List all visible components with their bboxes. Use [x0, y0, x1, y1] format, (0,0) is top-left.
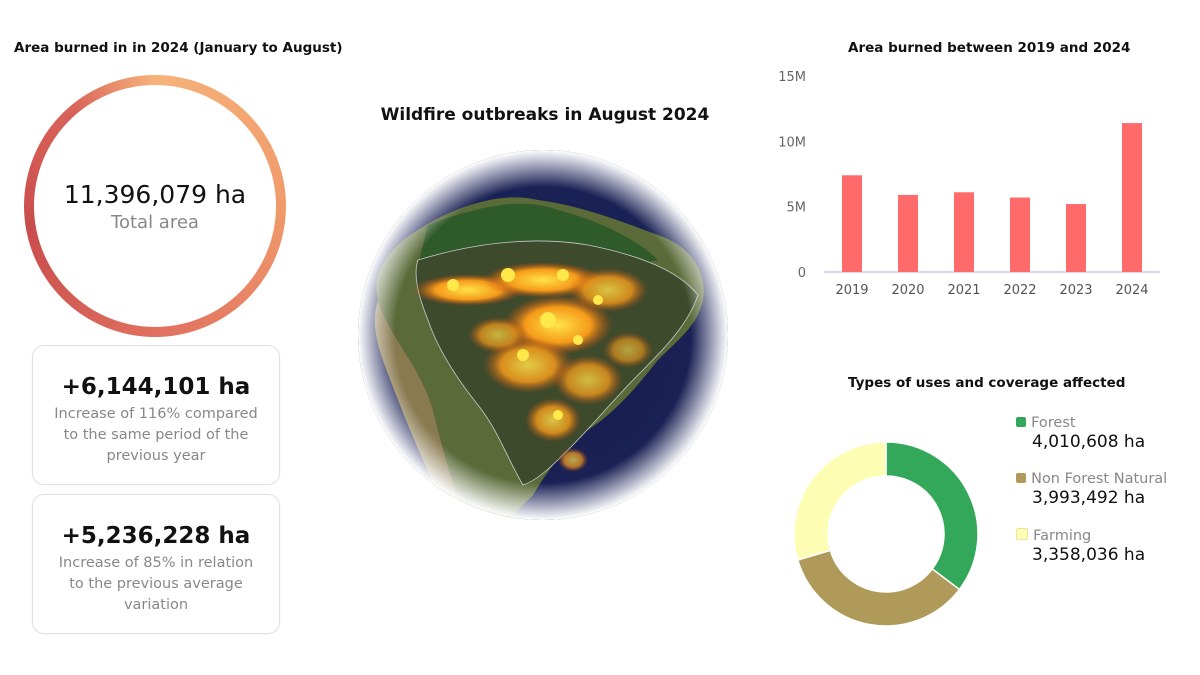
x-tick-label: 2021 — [947, 283, 980, 298]
y-tick-label: 10M — [778, 135, 806, 150]
stat-description: Increase of 85% in relation to the previ… — [58, 555, 254, 613]
stat-value: +6,144,101 ha — [61, 374, 251, 400]
bar-chart: 0 5M 10M 15M 2019 2020 2021 2022 2023 2024 — [778, 70, 1160, 298]
slice-forest — [885, 441, 979, 591]
wildfire-satellite-map — [358, 150, 728, 520]
total-area-label: Total area — [111, 212, 199, 233]
south-america-map — [358, 150, 728, 520]
stat-value: +5,236,228 ha — [61, 523, 251, 549]
stat-card-previous-year: +6,144,101 ha Increase of 116% compared … — [32, 345, 280, 485]
map-title: Wildfire outbreaks in August 2024 — [380, 105, 710, 125]
legend-label: Non Forest Natural — [1031, 471, 1168, 487]
legend-value-farming: 3,358,036 ha — [1032, 545, 1146, 565]
bar-2019 — [842, 175, 862, 272]
legend-swatch — [1016, 473, 1026, 483]
left-panel-title: Area burned in in 2024 (January to Augus… — [14, 40, 343, 56]
donut-chart-title: Types of uses and coverage affected — [848, 375, 1126, 391]
bar-2021 — [954, 192, 974, 272]
total-area-value: 11,396,079 ha — [63, 180, 247, 209]
y-tick-label: 5M — [787, 201, 807, 216]
x-tick-label: 2024 — [1115, 283, 1148, 298]
x-tick-label: 2022 — [1003, 283, 1036, 298]
legend-swatch — [1016, 528, 1028, 540]
slice-non-forest-natural — [796, 549, 961, 627]
y-tick-label: 15M — [778, 70, 806, 85]
legend-value-forest: 4,010,608 ha — [1032, 432, 1146, 452]
bar-2020 — [898, 194, 918, 272]
x-tick-label: 2020 — [891, 283, 924, 298]
bar-2024 — [1122, 123, 1142, 272]
donut-chart — [793, 441, 979, 627]
legend-swatch — [1016, 417, 1026, 427]
slice-farming — [793, 441, 887, 561]
legend-value-non-forest-natural: 3,993,492 ha — [1032, 488, 1146, 508]
bar-2022 — [1010, 197, 1030, 272]
x-tick-label: 2023 — [1059, 283, 1092, 298]
bar-chart-title: Area burned between 2019 and 2024 — [848, 40, 1131, 56]
stat-description: Increase of 116% compared to the same pe… — [54, 406, 258, 464]
legend-item-farming: Farming — [1016, 525, 1091, 544]
bar-2023 — [1066, 204, 1086, 272]
legend-item-forest: Forest — [1016, 412, 1076, 431]
legend-label: Farming — [1033, 528, 1092, 544]
stat-card-average-variation: +5,236,228 ha Increase of 85% in relatio… — [32, 494, 280, 634]
x-tick-label: 2019 — [835, 283, 868, 298]
legend-label: Forest — [1031, 415, 1076, 431]
legend-item-non-forest-natural: Non Forest Natural — [1016, 468, 1167, 487]
y-tick-label: 0 — [798, 266, 806, 281]
